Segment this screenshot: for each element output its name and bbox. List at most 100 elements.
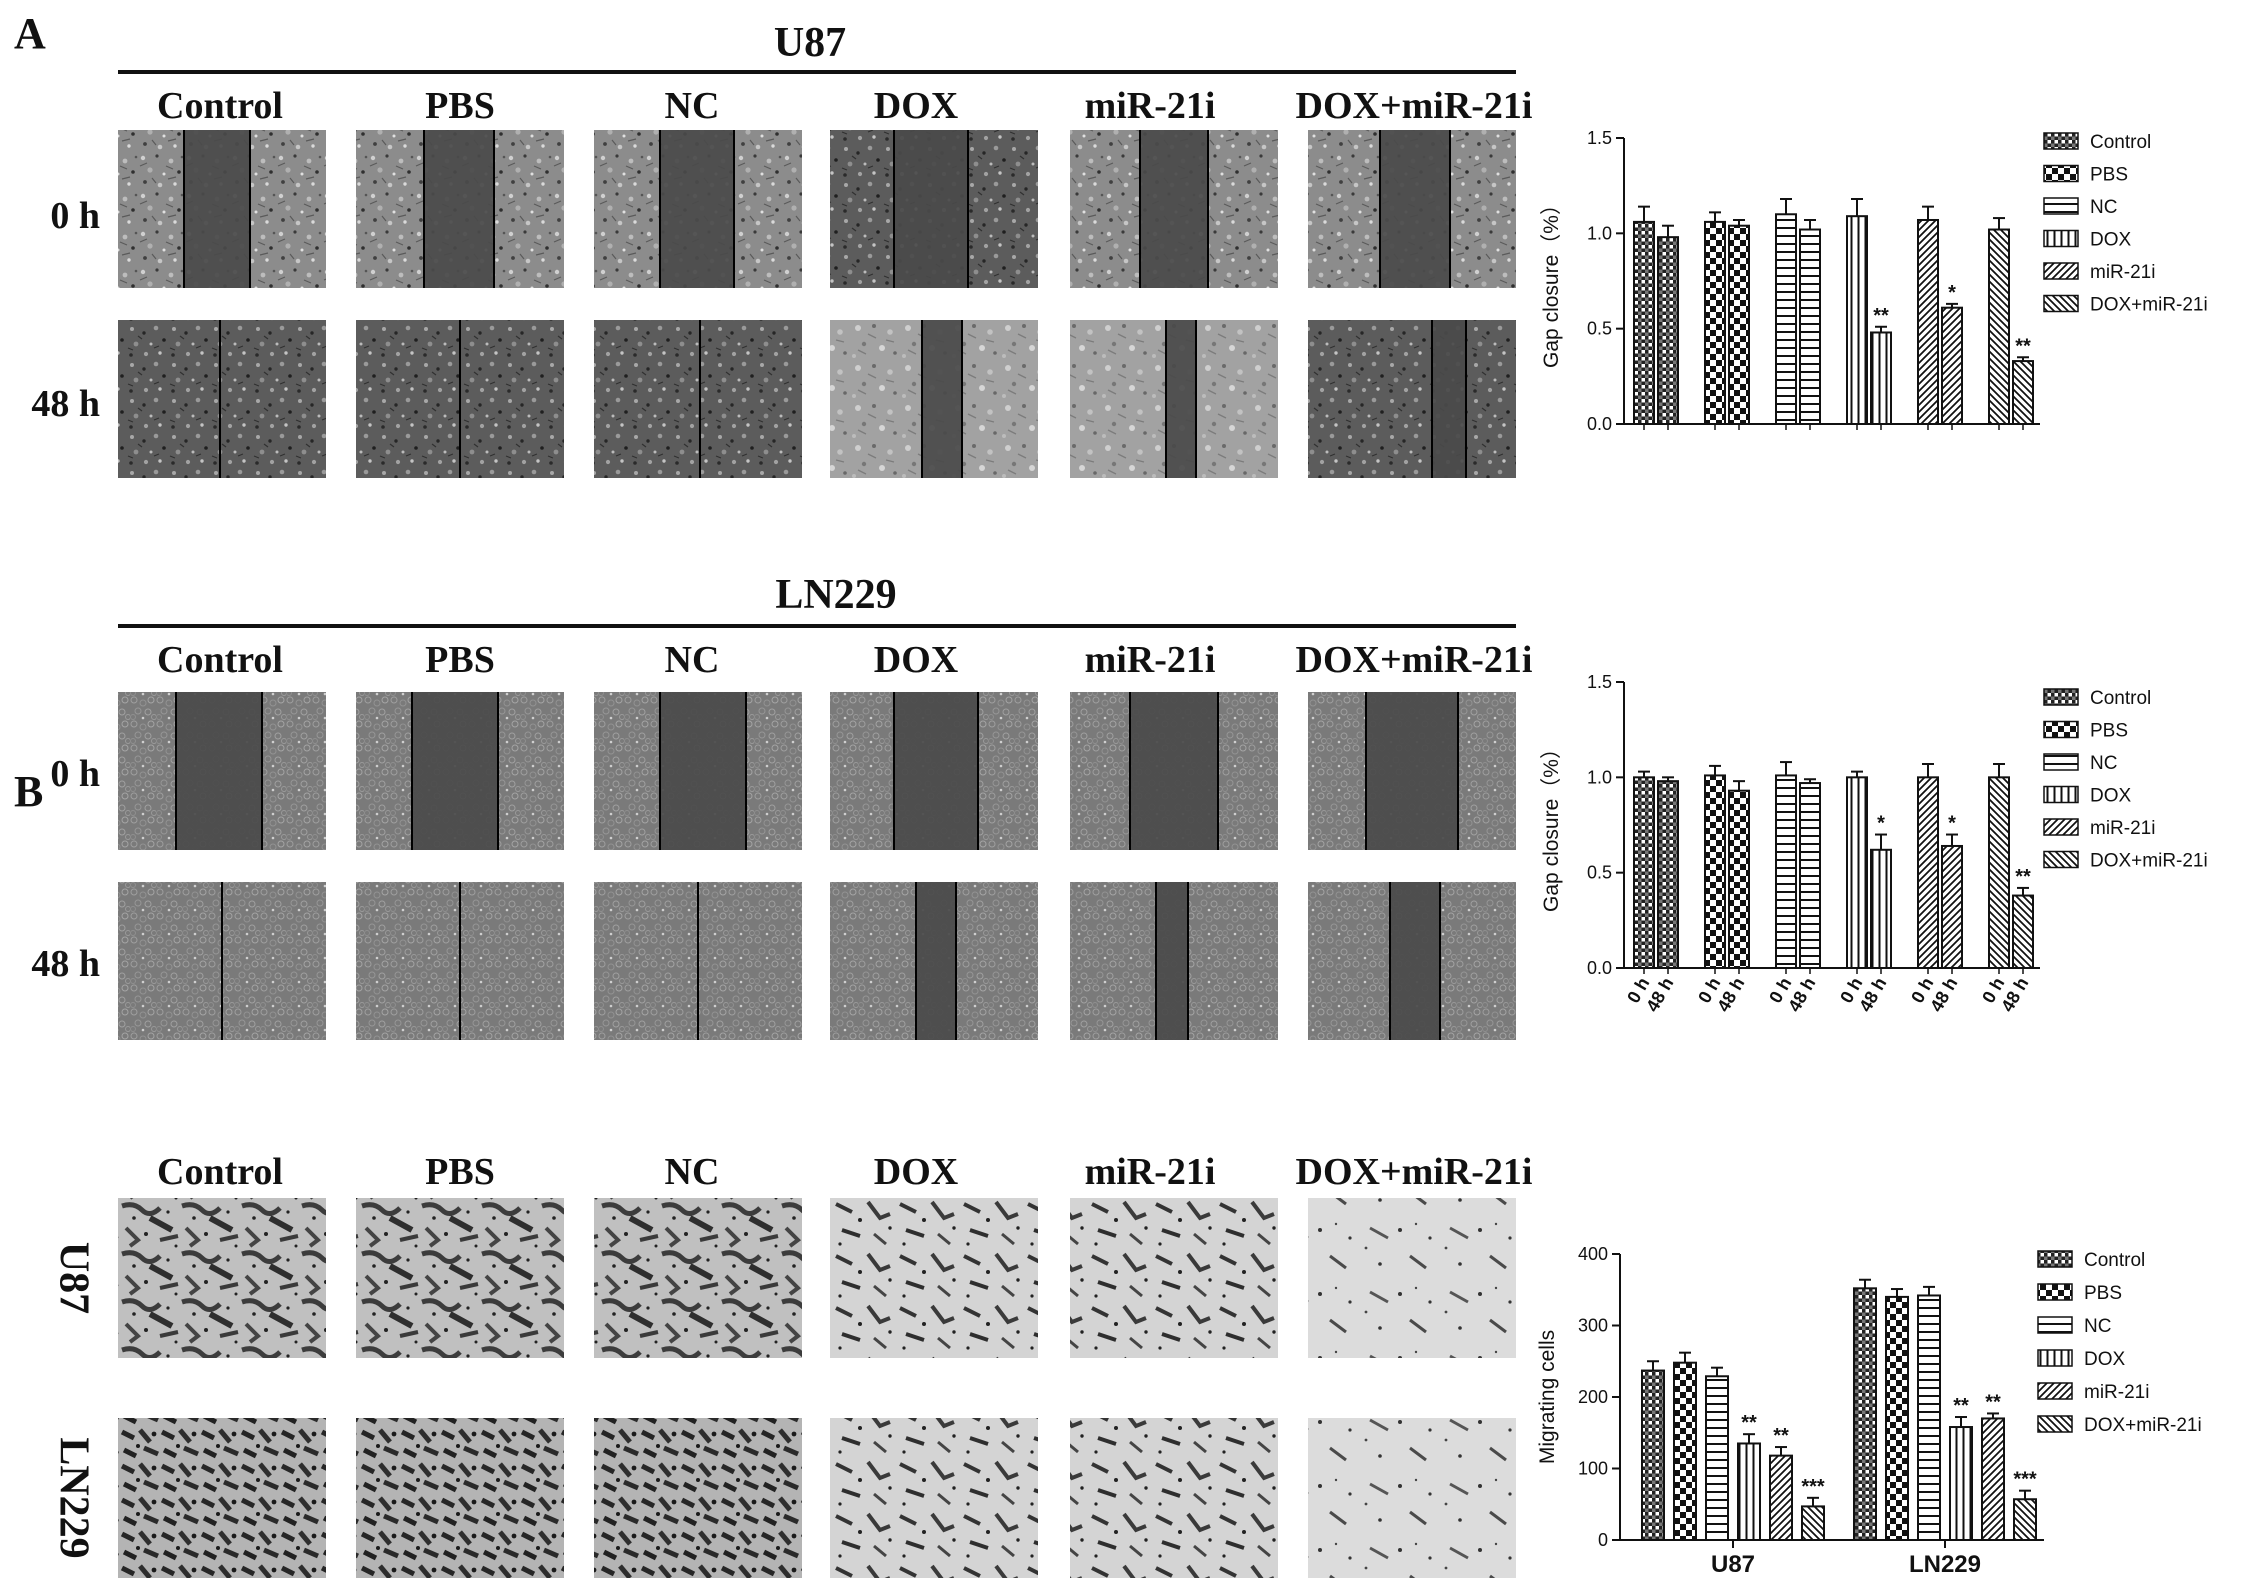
row-label-ln229-0-h: 0 h (50, 753, 100, 795)
col-label-b-pbs: PBS (425, 1151, 495, 1193)
legend-label-pbs: PBS (2090, 165, 2128, 186)
col-label-b-control: Control (157, 1151, 283, 1193)
bar-pbs-48-h (1728, 224, 1750, 425)
bar-ln229-control (1853, 1287, 1877, 1541)
legend-swatch-dox-mir-21i (2043, 850, 2079, 869)
y-tick-label: 0.5 (1587, 863, 1612, 883)
col-label-u87-mir-21i: miR-21i (1085, 85, 1216, 127)
row-label-ln229-48-h: 48 h (31, 943, 100, 985)
y-tick-label: 300 (1578, 1316, 1608, 1336)
scratch-gap (1156, 882, 1188, 1040)
legend-label-dox-mir-21i: DOX+miR-21i (2084, 1415, 2202, 1436)
y-tick-label: 400 (1578, 1244, 1608, 1264)
scratch-gap (660, 130, 734, 288)
scratch-gap (1130, 692, 1218, 850)
bar-u87-nc (1705, 1375, 1729, 1542)
legend-label-nc: NC (2084, 1316, 2111, 1337)
significance-mark: ** (1773, 1425, 1789, 1447)
bar-pbs-48-h (1728, 789, 1750, 969)
col-label-ln229-nc: NC (665, 639, 720, 681)
transwell-u87-pbs (356, 1198, 564, 1358)
y-axis-label: Gap closure（%） (1540, 738, 1563, 912)
scratch-gap (1366, 692, 1458, 850)
y-tick-label: 1.5 (1587, 672, 1612, 692)
significance-mark: ** (2015, 866, 2031, 888)
bar-dox-mir-21i-0-h (1988, 228, 2010, 425)
micrograph-labels: Control PBS NC DOX miR-21i DOX+miR-21i 0 h 48 h… (31, 85, 1532, 1559)
legend-label-control: Control (2090, 132, 2151, 153)
bar-mir-21i-48-h (1941, 306, 1963, 425)
bar-ln229-dox-mir-21i (2013, 1498, 2037, 1541)
legend-label-dox-mir-21i: DOX+miR-21i (2090, 851, 2208, 872)
legend-swatch-dox (2043, 229, 2079, 248)
bar-dox-mir-21i-0-h (1988, 776, 2010, 969)
y-tick-label: 0.0 (1587, 414, 1612, 434)
scratch-gap (1166, 320, 1196, 478)
bar-dox-mir-21i-48-h (2012, 360, 2034, 425)
col-label-ln229-pbs: PBS (425, 639, 495, 681)
scratch-gap (176, 692, 262, 850)
micrograph-u87-48-h-nc (594, 320, 802, 478)
bar-nc-48-h (1799, 228, 1821, 425)
bar-dox-0-h (1846, 215, 1868, 425)
col-label-u87-pbs: PBS (425, 85, 495, 127)
transwell-ln229-pbs (356, 1418, 564, 1578)
bar-nc-0-h (1775, 774, 1797, 970)
legend-swatch-control (2043, 132, 2079, 150)
x-tick-label: 48 h (1997, 974, 2032, 1015)
bar-u87-mir-21i (1769, 1454, 1793, 1542)
col-label-ln229-dox-mir-21i: DOX+miR-21i (1296, 639, 1533, 681)
significance-mark: ** (1873, 305, 1889, 327)
bar-pbs-0-h (1704, 220, 1726, 425)
legend-swatch-mir-21i (2037, 1382, 2073, 1400)
significance-mark: * (1948, 813, 1956, 835)
bar-ln229-mir-21i (1981, 1417, 2005, 1541)
ln229-section-title: LN229 (775, 572, 896, 618)
bar-control-48-h (1657, 780, 1679, 969)
micrograph-u87-48-h-control (118, 320, 326, 478)
legend-swatch-nc (2043, 753, 2079, 771)
col-label-u87-nc: NC (665, 85, 720, 127)
bar-pbs-0-h (1704, 774, 1726, 970)
row-label-b-ln229: LN229 (50, 1437, 96, 1558)
col-label-b-dox: DOX (874, 1151, 958, 1193)
y-axis-label: Gap closure（%） (1540, 194, 1563, 368)
legend-swatch-dox (2037, 1349, 2073, 1367)
legend-label-control: Control (2084, 1250, 2145, 1271)
significance-mark: ** (2015, 335, 2031, 357)
y-tick-label: 1.0 (1587, 223, 1612, 243)
bar-nc-48-h (1799, 782, 1821, 970)
legend-label-dox: DOX (2084, 1349, 2126, 1370)
scratch-gap (894, 692, 978, 850)
bar-control-48-h (1657, 236, 1679, 425)
legend-swatch-mir-21i (2043, 818, 2079, 836)
legend-label-nc: NC (2090, 197, 2117, 218)
legend-label-mir-21i: miR-21i (2090, 262, 2155, 283)
y-tick-label: 1.0 (1587, 767, 1612, 787)
legend-label-nc: NC (2090, 753, 2117, 774)
legend-swatch-control (2043, 688, 2079, 706)
legend-label-mir-21i: miR-21i (2084, 1382, 2149, 1403)
row-label-u87-48-h: 48 h (31, 383, 100, 425)
bar-u87-dox (1737, 1442, 1761, 1541)
y-tick-label: 0.0 (1587, 958, 1612, 978)
legend-label-dox-mir-21i: DOX+miR-21i (2090, 295, 2208, 316)
bar-u87-control (1641, 1369, 1665, 1542)
legend-swatch-pbs (2043, 164, 2079, 183)
legend-swatch-pbs (2043, 720, 2079, 739)
scratch-gap (1390, 882, 1440, 1040)
transwell-u87-dox-mir-21i (1308, 1198, 1516, 1358)
col-label-u87-control: Control (157, 85, 283, 127)
col-label-ln229-mir-21i: miR-21i (1085, 639, 1216, 681)
x-tick-label-ln229: LN229 (1909, 1551, 1981, 1578)
y-tick-label: 1.5 (1587, 128, 1612, 148)
row-label-u87-0-h: 0 h (50, 195, 100, 237)
x-tick-label: 48 h (1855, 974, 1890, 1015)
bar-ln229-nc (1917, 1294, 1941, 1541)
y-tick-label: 0.5 (1587, 319, 1612, 339)
transwell-ln229-dox (830, 1418, 1038, 1578)
transwell-u87-dox (830, 1198, 1038, 1358)
